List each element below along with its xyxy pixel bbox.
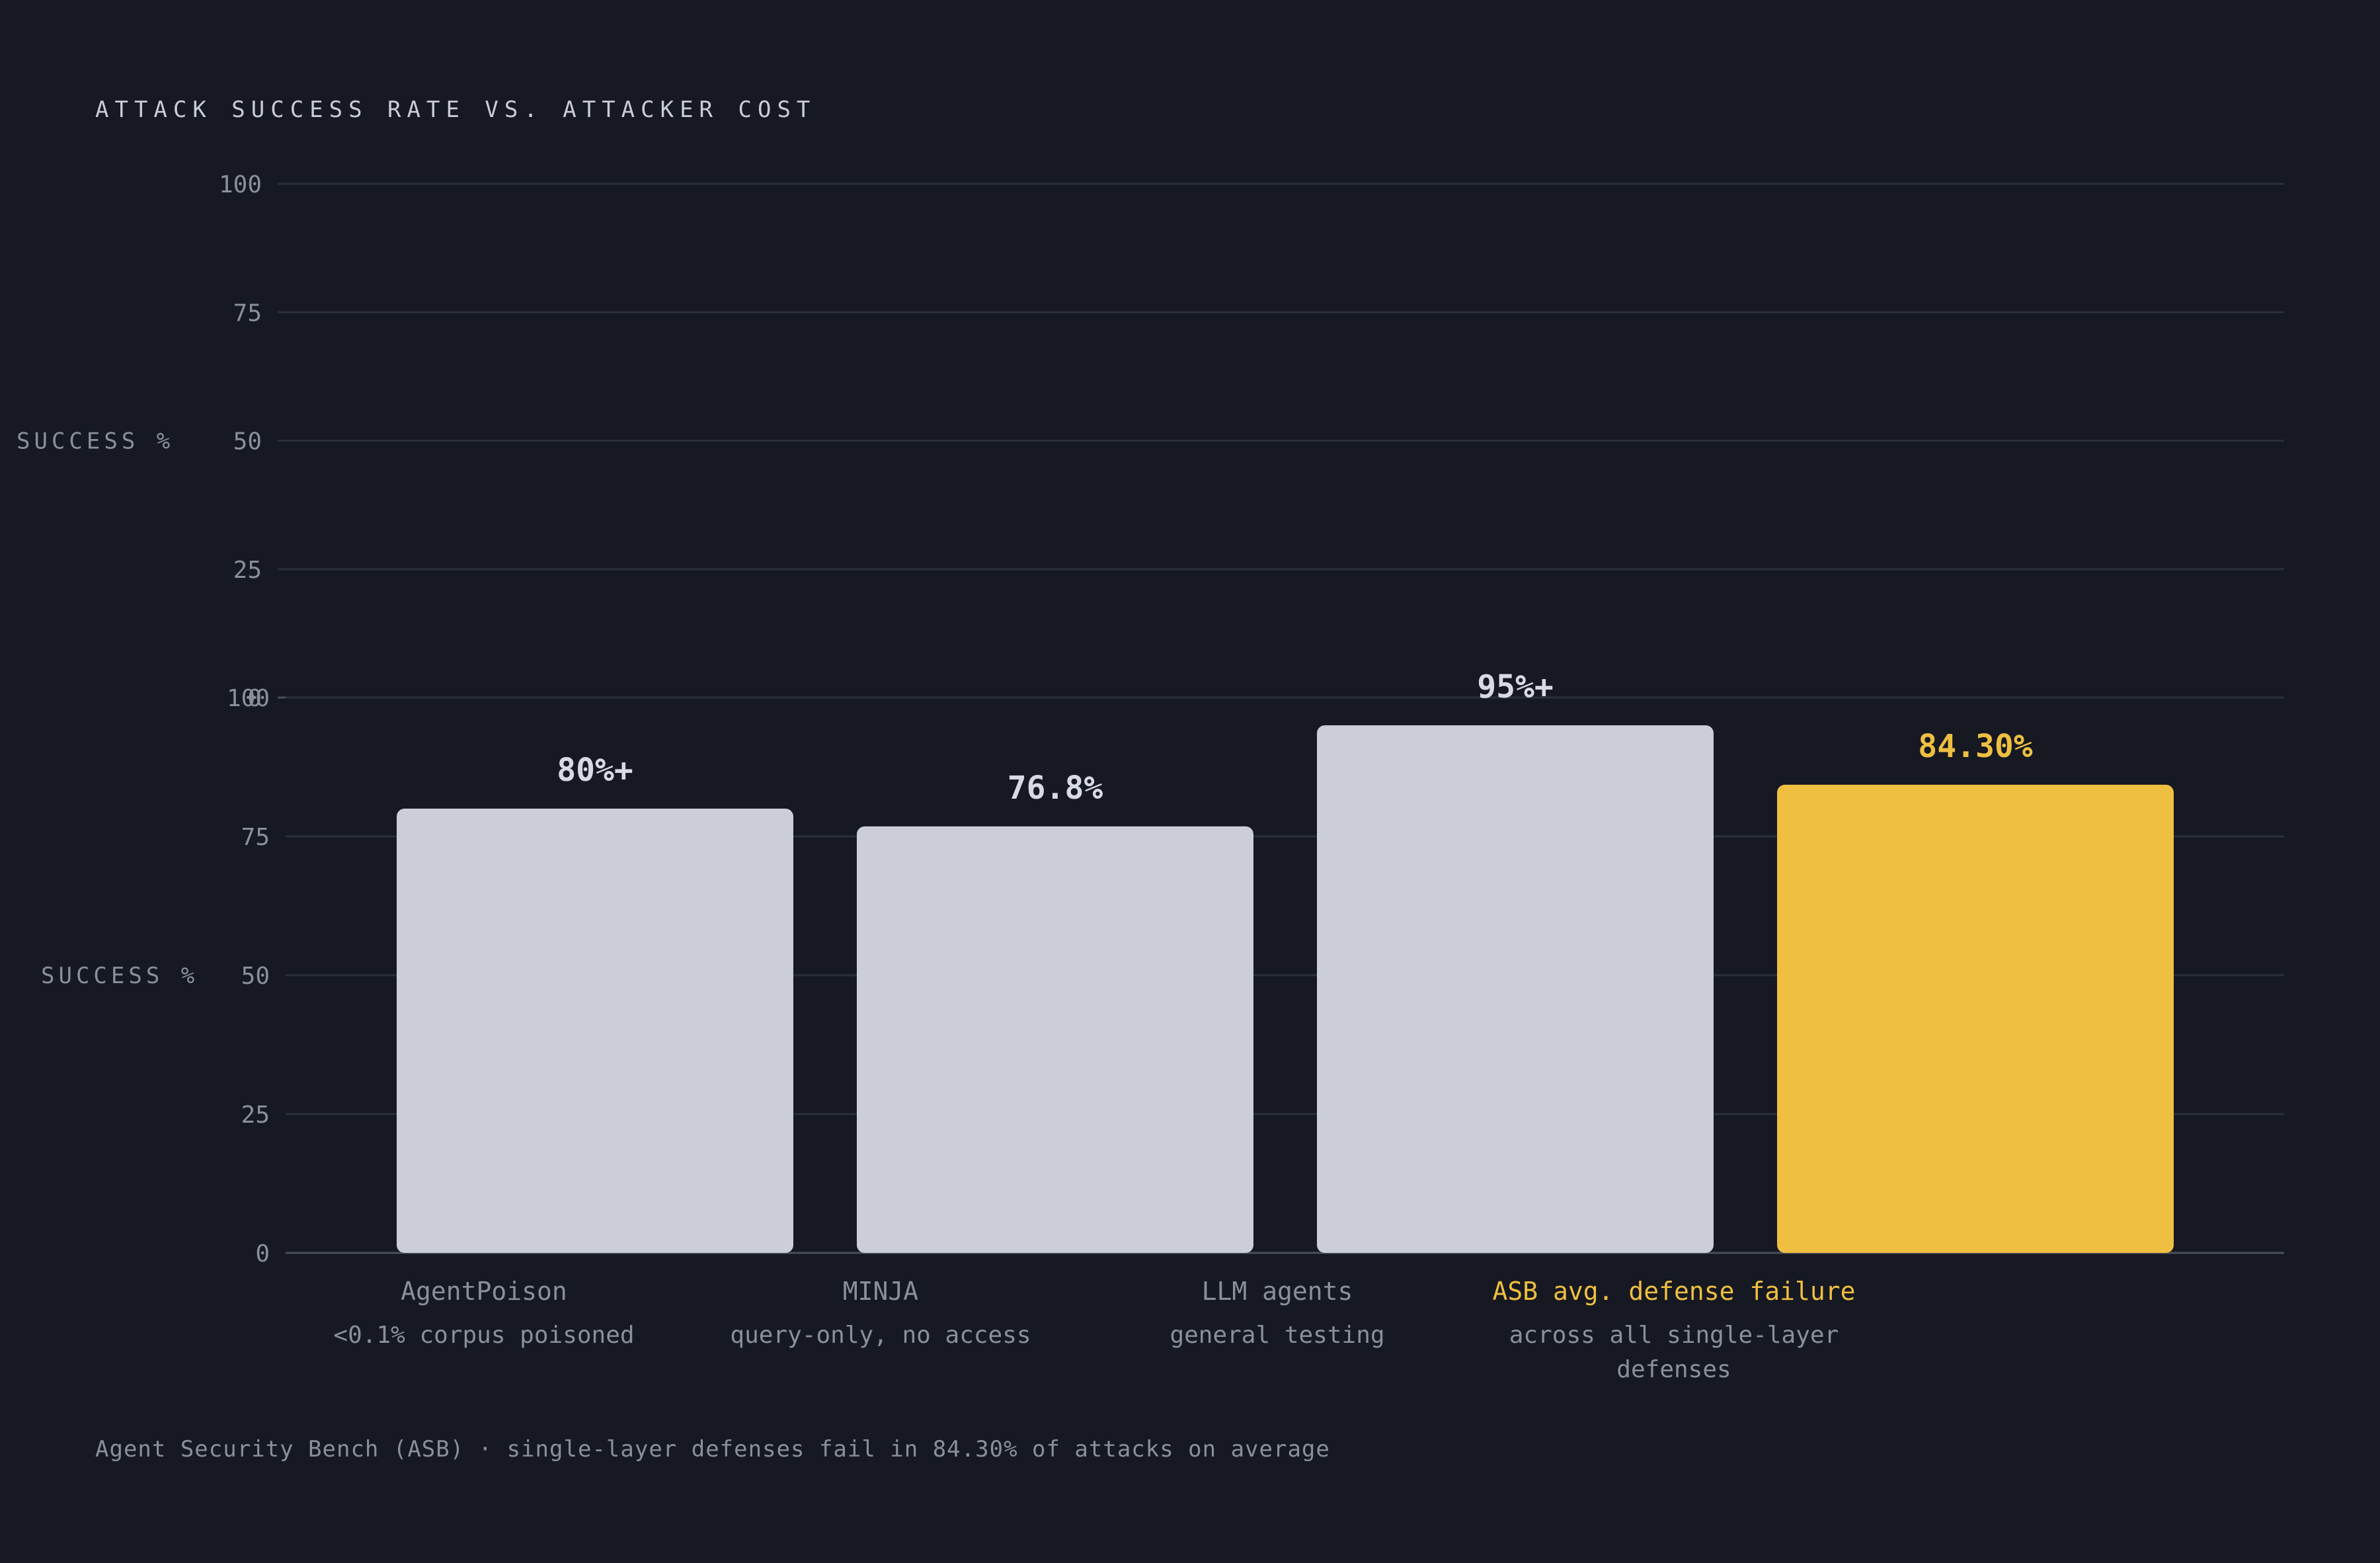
bars-group: 80%+ 76.8% 95%+ 84.30% [397, 668, 2174, 1253]
upper-tick-label: 25 [233, 557, 262, 584]
lower-tick-label: 50 [241, 963, 270, 990]
upper-y-axis-label: SUCCESS % [17, 428, 174, 455]
bar-llm-agents [1317, 725, 1714, 1253]
lower-tick-label: 25 [241, 1102, 270, 1129]
upper-tick-label: 100 [219, 171, 262, 198]
chart-footnote: Agent Security Bench (ASB) · single-laye… [95, 1436, 1330, 1463]
lower-tick-label: 0 [255, 1240, 270, 1267]
upper-tick-label: 0 [247, 685, 262, 712]
category-label: AgentPoison [401, 1277, 567, 1306]
bar-value-label: 84.30% [1918, 728, 2032, 765]
lower-y-axis-label: SUCCESS % [41, 963, 198, 989]
lower-tick-label: 75 [241, 824, 270, 851]
category-sublabel: defenses [1616, 1356, 1731, 1383]
bar-asb-avg-defense-failure [1777, 784, 2174, 1253]
upper-tick-label: 75 [233, 300, 262, 327]
bar-value-label: 95%+ [1477, 668, 1554, 705]
bar-minja [857, 826, 1253, 1253]
category-label: LLM agents [1202, 1277, 1353, 1306]
category-label: MINJA [843, 1277, 919, 1306]
category-sublabel: across all single-layer [1509, 1322, 1839, 1349]
bar-agentpoison [397, 809, 793, 1253]
category-sublabel: general testing [1170, 1322, 1384, 1349]
category-labels: AgentPoison <0.1% corpus poisoned MINJA que… [333, 1277, 1855, 1383]
category-label: ASB avg. defense failure [1492, 1277, 1855, 1306]
chart-title: ATTACK SUCCESS RATE VS. ATTACKER COST [95, 97, 816, 123]
bar-value-label: 80%+ [557, 752, 633, 789]
bar-value-label: 76.8% [1008, 770, 1103, 807]
category-sublabel: <0.1% corpus poisoned [333, 1322, 634, 1349]
lower-tick-label: 100 [227, 685, 270, 712]
category-sublabel: query-only, no access [730, 1322, 1031, 1349]
upper-axis-panel: 0 25 50 75 100 SUCCESS % [17, 171, 2284, 712]
upper-tick-label: 50 [233, 428, 262, 456]
